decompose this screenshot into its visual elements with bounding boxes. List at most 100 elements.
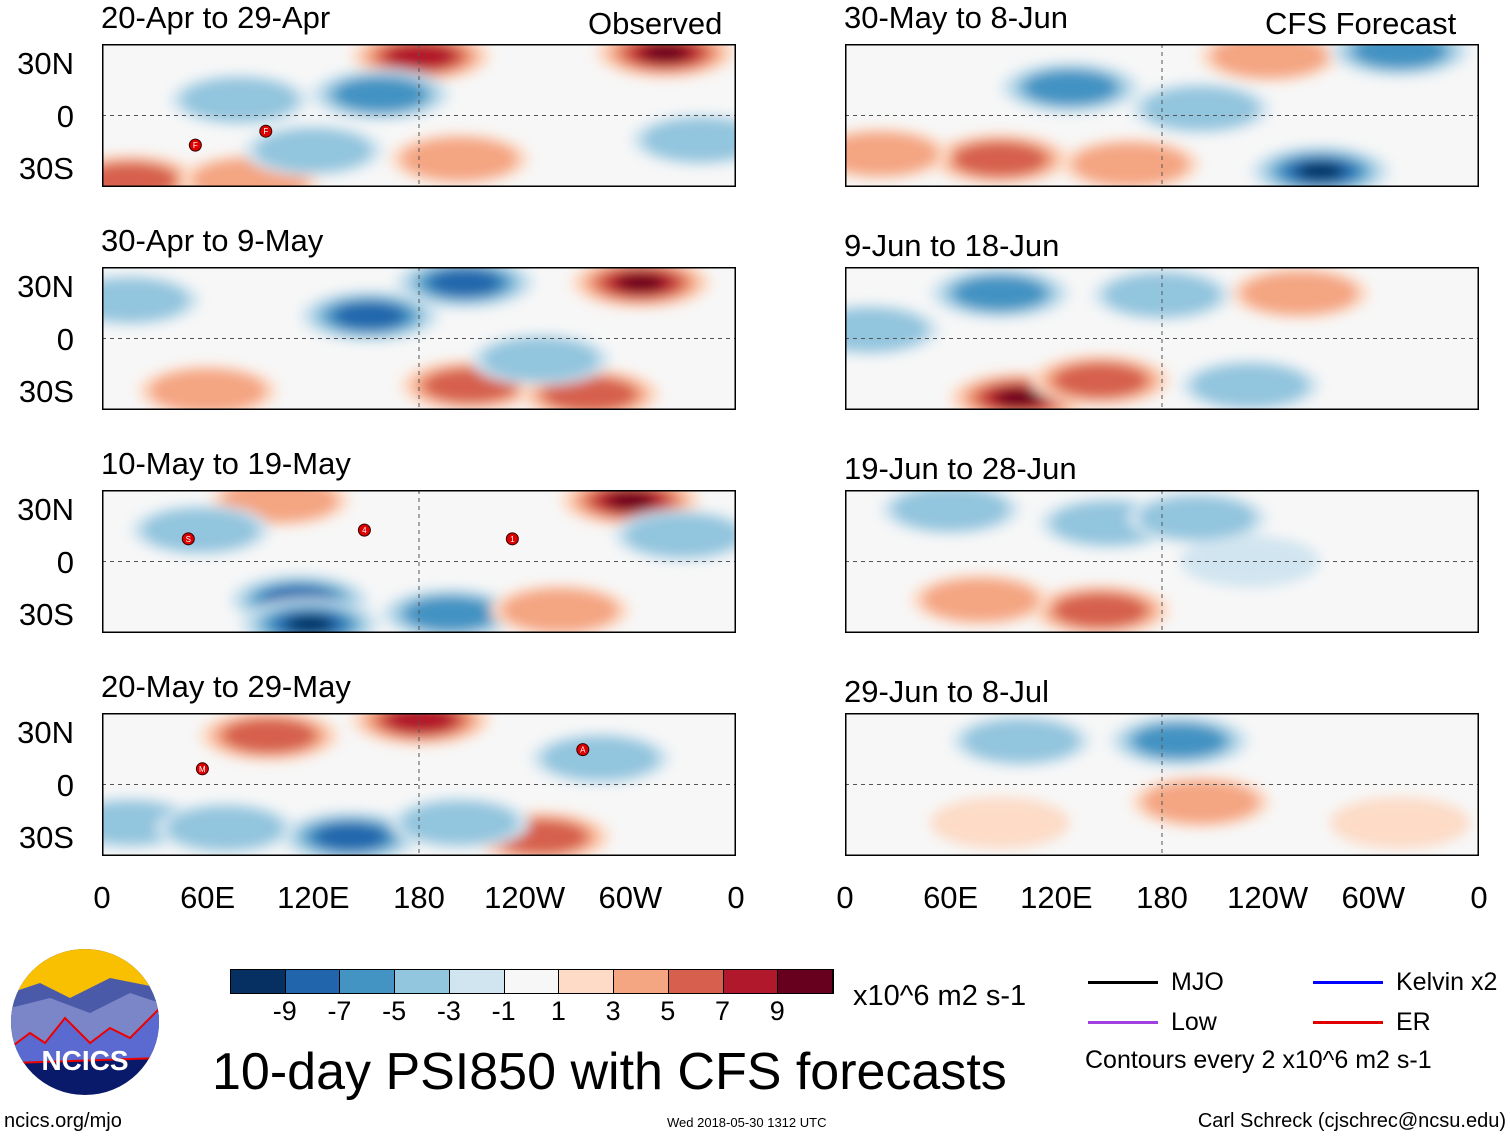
lon-tick: 0: [93, 880, 111, 915]
figure-title: 10-day PSI850 with CFS forecasts: [212, 1043, 1007, 1101]
lon-tick: 120W: [1227, 880, 1309, 915]
anomaly-contour: [429, 269, 500, 296]
anomaly-contour: [542, 736, 659, 781]
anomaly-contour: [501, 588, 619, 632]
lat-tick: 30N: [17, 269, 74, 305]
anomaly-contour: [929, 796, 1070, 849]
timestamp: Wed 2018-05-30 1312 UTC: [667, 1115, 827, 1130]
colorbar-swatch: [395, 970, 450, 993]
colorbar-tick: -5: [382, 996, 407, 1026]
ncics-logo: NCICS: [11, 949, 159, 1095]
anomaly-contour: [1142, 780, 1260, 824]
anomaly-contour: [102, 278, 189, 322]
lon-tick: 60E: [923, 880, 979, 915]
svg-text:S: S: [186, 535, 191, 544]
lat-tick: 0: [56, 767, 74, 803]
legend-label: Low: [1171, 1008, 1217, 1036]
svg-text:M: M: [199, 765, 206, 774]
panel-title: 30-Apr to 9-May: [101, 223, 324, 258]
lat-tick: 30S: [18, 596, 74, 632]
logo-text: NCICS: [41, 1045, 128, 1076]
colorbar-swatch: [449, 970, 505, 993]
legend-line: [1088, 981, 1158, 984]
anomaly-contour: [845, 308, 928, 352]
legend-line: [1088, 1021, 1158, 1024]
map-panel: [845, 713, 1479, 856]
svg-text:F: F: [263, 127, 268, 136]
panel-title: 19-Jun to 28-Jun: [844, 451, 1077, 486]
map-panel: [845, 490, 1479, 633]
anomaly-contour: [401, 137, 518, 181]
legend-label: Kelvin x2: [1396, 968, 1498, 996]
anomaly-contour: [385, 713, 456, 733]
anomaly-contour: [1180, 535, 1321, 588]
colorbar-tick: 3: [605, 996, 621, 1026]
colorbar: [230, 969, 834, 994]
lat-tick: 30S: [18, 819, 74, 855]
anomaly-contour: [617, 274, 665, 292]
lon-tick: 60W: [598, 880, 663, 915]
colorbar-tick: 5: [660, 996, 676, 1026]
anomaly-contour: [892, 490, 1009, 531]
anomaly-contour: [642, 118, 736, 162]
colorbar-swatch: [231, 970, 286, 993]
units-label: x10^6 m2 s-1: [853, 980, 1027, 1012]
anomaly-contour: [543, 376, 637, 410]
anomaly-contour: [1138, 496, 1256, 540]
panel-title: 20-Apr to 29-Apr: [101, 0, 331, 35]
anomaly-contour: [1071, 142, 1189, 186]
lon-tick: 0: [727, 880, 745, 915]
anomaly-contour: [286, 615, 334, 633]
anomaly-contour: [845, 132, 939, 176]
colorbar-swatch: [559, 970, 615, 993]
map-panel: FF: [102, 44, 736, 187]
anomaly-contour: [1142, 86, 1260, 131]
author: Carl Schreck (cjschrec@ncsu.edu): [1197, 1110, 1506, 1132]
anomaly-contour: [642, 44, 689, 62]
anomaly-contour: [1329, 796, 1470, 849]
anomaly-contour: [333, 77, 427, 112]
lon-tick: 0: [1470, 880, 1488, 915]
anomaly-contour: [1132, 723, 1227, 759]
anomaly-contour: [953, 275, 1047, 311]
observed-label: Observed: [588, 6, 723, 41]
lon-tick: 180: [1136, 880, 1188, 915]
lat-tick: 30S: [18, 150, 74, 186]
map-panel: [845, 267, 1479, 410]
colorbar-tick: -7: [327, 996, 352, 1026]
lat-tick: 30N: [17, 492, 74, 528]
anomaly-contour: [255, 128, 372, 173]
panel-title: 10-May to 19-May: [101, 446, 351, 481]
lon-tick: 120W: [484, 880, 566, 915]
anomaly-contour: [922, 578, 1039, 622]
legend-label: MJO: [1171, 968, 1224, 996]
lon-tick: 60E: [180, 880, 236, 915]
anomaly-contour: [166, 806, 284, 850]
anomaly-contour: [334, 302, 405, 329]
lon-tick: 60W: [1341, 880, 1406, 915]
colorbar-tick: 1: [550, 996, 566, 1026]
anomaly-contour: [607, 491, 654, 510]
anomaly-contour: [482, 337, 599, 382]
colorbar-swatch: [504, 970, 560, 993]
colorbar-tick: -9: [272, 996, 297, 1026]
anomaly-contour: [996, 389, 1043, 407]
colorbar-swatch: [668, 970, 724, 993]
lon-tick: 0: [836, 880, 854, 915]
anomaly-contour: [953, 141, 1047, 177]
lon-tick: 180: [393, 880, 445, 915]
anomaly-contour: [624, 513, 736, 558]
svg-text:4: 4: [362, 526, 367, 535]
lat-tick: 30S: [18, 373, 74, 409]
forecast-label: CFS Forecast: [1265, 6, 1457, 41]
colorbar-tick: -1: [491, 996, 516, 1026]
site-link[interactable]: ncics.org/mjo: [4, 1110, 122, 1132]
map-panel: S 4 1: [102, 490, 736, 633]
colorbar-swatch: [778, 970, 834, 993]
anomaly-contour: [1241, 271, 1358, 315]
lat-tick: 30N: [17, 715, 74, 751]
legend-line: [1313, 1021, 1383, 1024]
svg-text:A: A: [580, 746, 586, 755]
colorbar-swatch: [285, 970, 341, 993]
anomaly-contour: [385, 44, 456, 70]
